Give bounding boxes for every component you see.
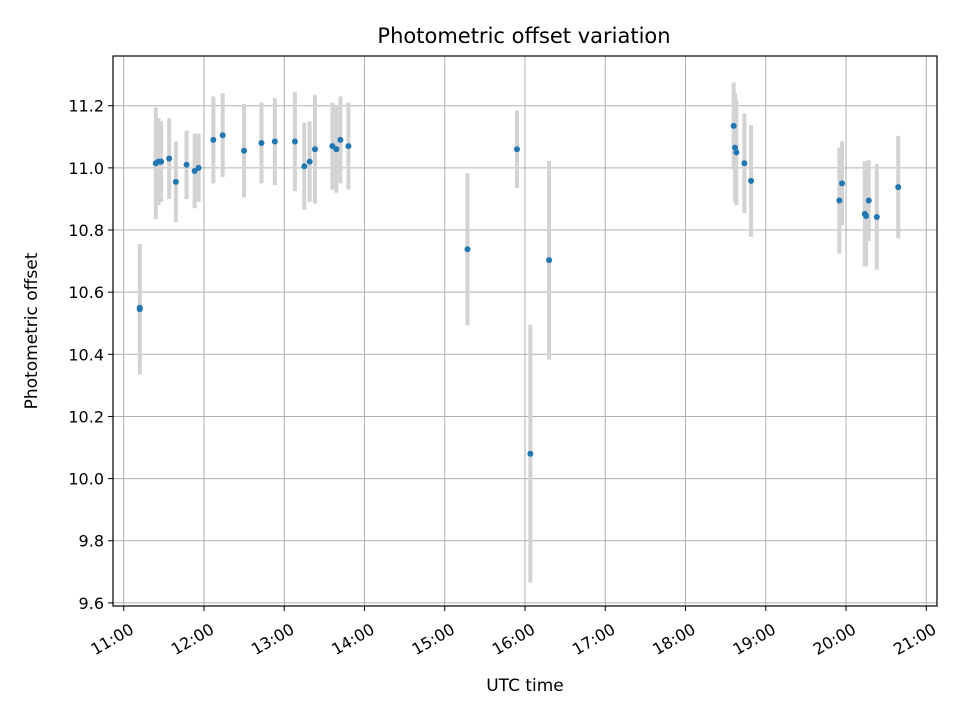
- y-tick-label: 10.0: [68, 470, 104, 489]
- x-tick-label: 18:00: [649, 619, 698, 659]
- data-point: [158, 158, 165, 165]
- x-tick-label: 20:00: [810, 619, 859, 659]
- x-tick-label: 14:00: [328, 619, 377, 659]
- data-point: [733, 149, 740, 156]
- data-point: [172, 178, 179, 185]
- data-point: [730, 122, 737, 129]
- x-tick-label: 11:00: [87, 619, 136, 659]
- data-point: [345, 143, 352, 150]
- x-axis: 11:00 12:00 13:00 14:00 15:00 16:00 17:00 18:00…: [87, 606, 939, 659]
- data-point: [136, 306, 143, 313]
- data-point: [836, 197, 843, 204]
- data-point: [464, 246, 471, 253]
- x-tick-label: 21:00: [890, 619, 939, 659]
- y-tick-label: 10.4: [68, 345, 104, 364]
- x-tick-label: 16:00: [489, 619, 538, 659]
- y-tick-label: 9.6: [79, 594, 104, 613]
- data-point: [839, 180, 846, 187]
- x-tick-label: 19:00: [730, 619, 779, 659]
- x-axis-label: UTC time: [486, 676, 564, 696]
- data-point: [219, 132, 226, 139]
- data-point: [527, 450, 534, 457]
- data-point: [333, 146, 340, 153]
- data-point: [732, 144, 739, 151]
- x-tick-label: 17:00: [569, 619, 618, 659]
- data-point: [865, 197, 872, 204]
- data-point: [183, 161, 190, 168]
- chart-title: Photometric offset variation: [377, 24, 670, 48]
- y-tick-label: 10.8: [68, 221, 104, 240]
- data-point: [895, 184, 902, 191]
- data-point: [311, 146, 318, 153]
- data-point: [546, 257, 553, 264]
- data-points: [136, 122, 902, 457]
- y-tick-label: 11.2: [68, 97, 104, 116]
- data-point: [241, 147, 248, 154]
- data-point: [210, 136, 217, 143]
- x-tick-label: 15:00: [409, 619, 458, 659]
- y-axis-label: Photometric offset: [22, 252, 42, 409]
- error-bars: [137, 82, 901, 583]
- data-point: [873, 213, 880, 220]
- data-point: [337, 136, 344, 143]
- data-point: [258, 140, 265, 147]
- data-point: [195, 164, 202, 171]
- data-point: [741, 160, 748, 167]
- x-tick-label: 12:00: [168, 619, 217, 659]
- data-point: [166, 155, 173, 162]
- data-point: [306, 158, 313, 165]
- grid: [113, 56, 937, 606]
- data-point: [748, 177, 755, 184]
- data-point: [863, 213, 870, 220]
- y-tick-label: 11.0: [68, 159, 104, 178]
- data-point: [513, 146, 520, 153]
- y-tick-label: 9.8: [79, 532, 104, 551]
- y-tick-label: 10.2: [68, 407, 104, 426]
- data-point: [271, 138, 278, 145]
- y-axis: 9.6 9.8 10.0 10.2 10.4 10.6 10.8 11.0 11.2: [68, 97, 113, 613]
- y-tick-label: 10.6: [68, 283, 104, 302]
- data-point: [301, 163, 308, 170]
- x-tick-label: 13:00: [248, 619, 297, 659]
- data-point: [291, 138, 298, 145]
